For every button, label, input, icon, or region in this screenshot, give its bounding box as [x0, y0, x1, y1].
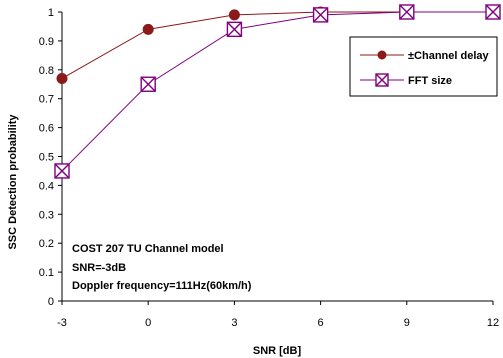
data-point-xsquare — [54, 163, 70, 179]
x-axis-ticks: -3 0 3 6 9 12 — [57, 301, 499, 329]
y-axis-ticks: 0 0.1 0.2 0.3 0.4 0.5 0.6 0.7 0.8 0.9 1 — [39, 7, 62, 308]
legend-entry-fft-size: FFT size — [360, 73, 452, 87]
y-tick-label: 0.1 — [39, 267, 54, 279]
series-group — [54, 4, 501, 179]
legend-label-fft-size: FFT size — [408, 75, 452, 87]
legend-xsquare-marker — [375, 73, 389, 87]
series-1 — [54, 4, 501, 179]
y-tick-label: 1 — [48, 7, 54, 19]
x-axis-title: SNR [dB] — [253, 345, 302, 357]
x-tick-label: 3 — [231, 317, 237, 329]
y-tick-label: 0.2 — [39, 238, 54, 250]
y-tick-label: 0.3 — [39, 209, 54, 221]
legend-label-channel-delay: ±Channel delay — [408, 50, 489, 62]
data-point-xsquare — [312, 7, 329, 23]
data-point-xsquare — [399, 4, 415, 20]
legend-box — [349, 36, 498, 97]
y-tick-label: 0.9 — [39, 36, 54, 48]
y-tick-label: 0.4 — [39, 180, 54, 192]
y-tick-label: 0.5 — [39, 152, 54, 164]
y-tick-label: 0.8 — [39, 65, 54, 77]
y-tick-label: 0.6 — [39, 123, 54, 135]
annotation-block: COST 207 TU Channel model SNR=-3dB Doppl… — [72, 243, 252, 292]
x-tick-label: 12 — [487, 317, 499, 329]
x-tick-label: 9 — [404, 317, 410, 329]
data-point-xsquare — [226, 21, 243, 38]
x-tick-label: 0 — [145, 317, 151, 329]
data-point-circle — [56, 72, 68, 84]
legend-entry-channel-delay: ±Channel delay — [360, 50, 489, 62]
y-axis-title: SSC Detection probability — [7, 114, 19, 250]
legend-circle-marker — [377, 50, 387, 60]
series-line — [61, 11, 493, 172]
x-tick-label: 6 — [318, 317, 324, 329]
x-tick-label: -3 — [57, 317, 67, 329]
annotation-doppler: Doppler frequency=111Hz(60km/h) — [72, 280, 252, 292]
data-point-xsquare — [485, 4, 501, 20]
data-point-xsquare — [140, 76, 156, 92]
legend: ±Channel delay FFT size — [349, 36, 498, 97]
data-point-circle — [142, 23, 154, 35]
y-tick-label: 0 — [48, 296, 54, 308]
annotation-snr: SNR=-3dB — [72, 262, 126, 274]
annotation-channel-model: COST 207 TU Channel model — [72, 243, 224, 255]
y-tick-label: 0.7 — [39, 94, 54, 106]
data-point-circle — [228, 9, 240, 21]
